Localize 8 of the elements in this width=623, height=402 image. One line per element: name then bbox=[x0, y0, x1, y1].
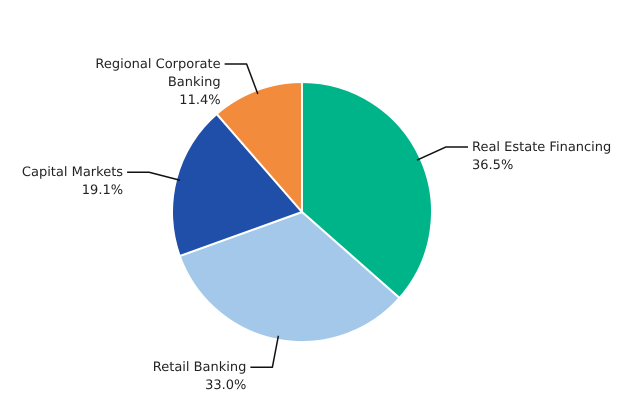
slice-label: Capital Markets bbox=[22, 165, 124, 180]
data-label: 11.4% bbox=[179, 93, 221, 108]
data-label: 36.5% bbox=[472, 158, 514, 173]
slice-label: Retail Banking bbox=[152, 360, 246, 376]
slice-label: Regional Corporate Banking bbox=[95, 57, 221, 90]
slice-label: Real Estate Financing bbox=[472, 140, 612, 155]
data-label: 19.1% bbox=[82, 183, 124, 198]
data-label: 33.0% bbox=[205, 378, 246, 394]
